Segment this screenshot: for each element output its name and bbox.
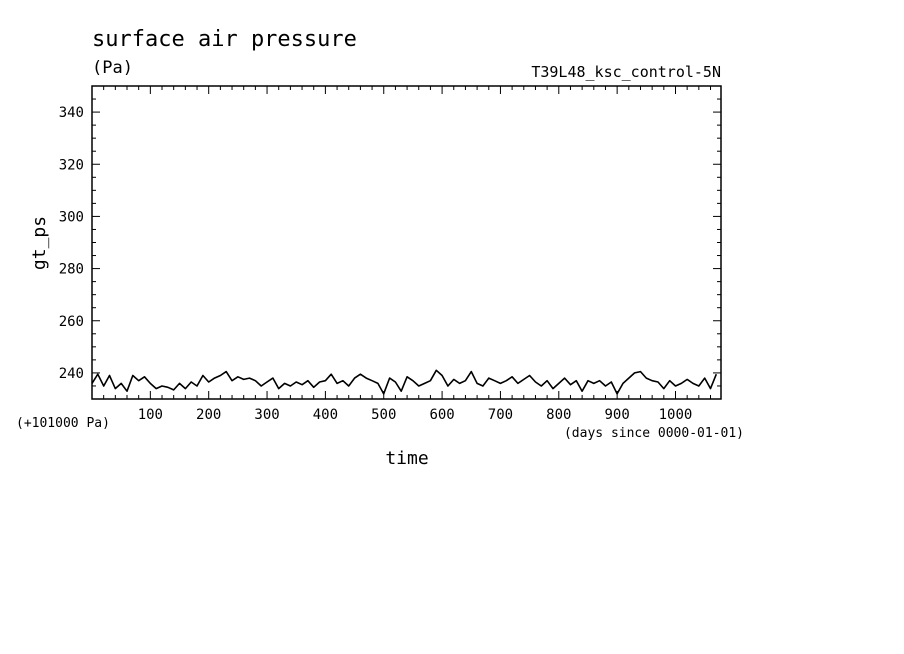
x-tick-label: 600 <box>429 407 454 423</box>
y-offset-label: (+101000 Pa) <box>16 416 110 431</box>
chart-title: surface air pressure <box>92 27 357 52</box>
units-label: (Pa) <box>92 58 133 78</box>
y-tick-label: 260 <box>59 314 84 330</box>
x-tick-label: 700 <box>488 407 513 423</box>
x-tick-label: 1000 <box>659 407 693 423</box>
y-tick-label: 300 <box>59 209 84 225</box>
tick-marks <box>92 86 721 399</box>
y-tick-label: 320 <box>59 157 84 173</box>
x-axis-label: time <box>385 448 428 469</box>
x-tick-label: 300 <box>254 407 279 423</box>
x-tick-label: 800 <box>546 407 571 423</box>
x-tick-label: 500 <box>371 407 396 423</box>
y-tick-label: 240 <box>59 366 84 382</box>
y-axis-label: gt_ps <box>29 216 50 270</box>
series-line <box>91 369 718 395</box>
y-tick-label: 280 <box>59 262 84 278</box>
y-tick-label: 340 <box>59 105 84 121</box>
x-tick-label: 200 <box>196 407 221 423</box>
x-tick-label: 900 <box>604 407 629 423</box>
x-tick-label: 100 <box>138 407 163 423</box>
x-tick-label: 400 <box>313 407 338 423</box>
x-units-label: (days since 0000-01-01) <box>564 426 744 441</box>
plot-frame <box>91 85 722 400</box>
tick-labels: 100 200 300 400 500 600 700 800 900 1000 240 260 280… <box>59 105 693 423</box>
run-label: T39L48_ksc_control-5N <box>531 63 721 81</box>
